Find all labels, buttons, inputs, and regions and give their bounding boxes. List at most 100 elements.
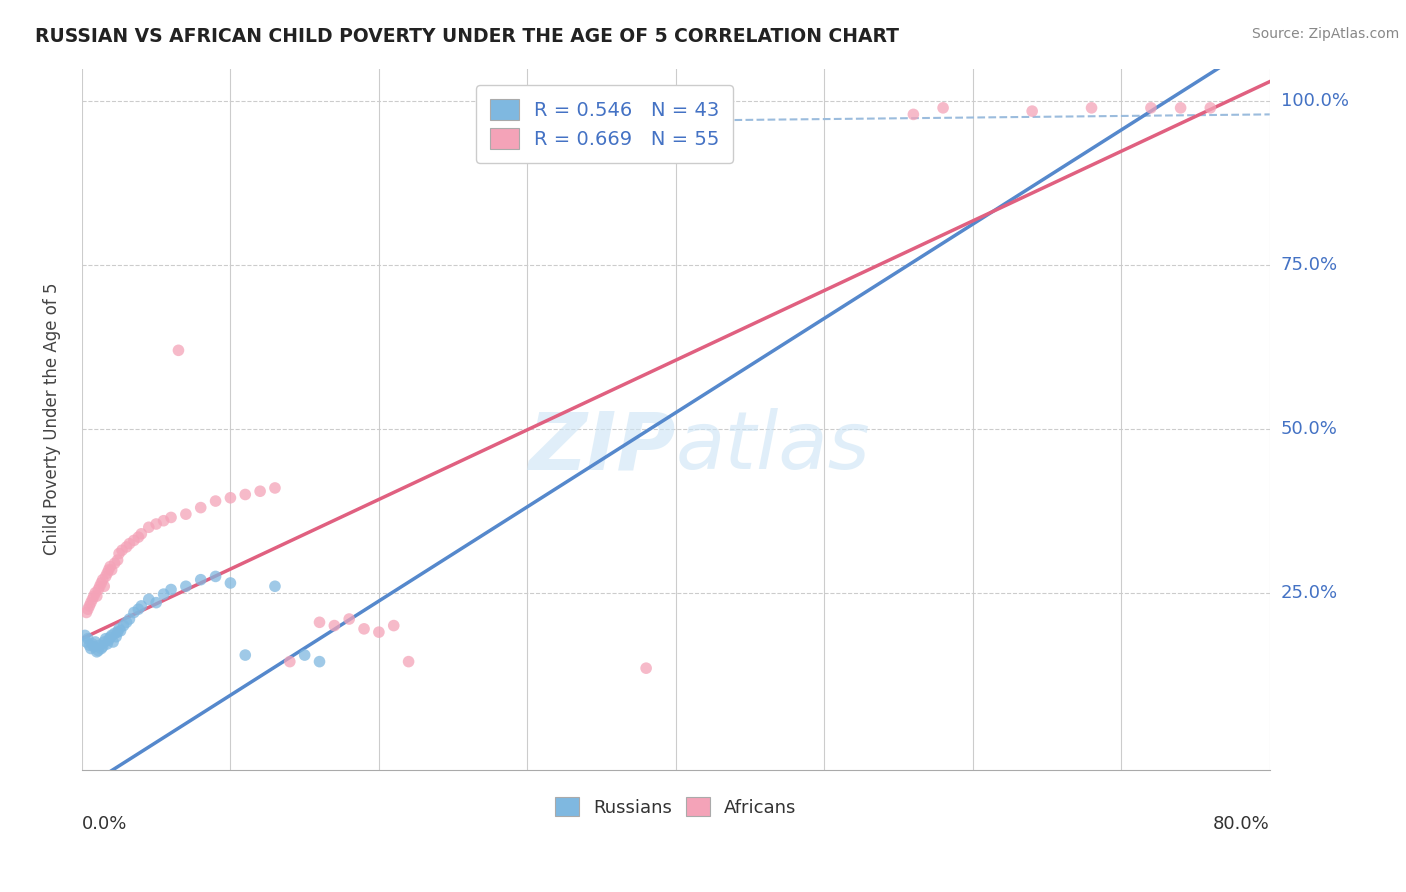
Point (93, 635, 115, 649)
Text: Source: ZipAtlas.com: Source: ZipAtlas.com (1251, 27, 1399, 41)
Point (112, 618, 135, 632)
Point (101, 635, 124, 649)
Point (90, 576, 112, 591)
Point (108, 622, 131, 636)
Point (87, 582, 110, 597)
Point (138, 592, 160, 607)
Point (308, 615, 330, 630)
Point (89, 638, 111, 652)
Point (204, 494, 226, 508)
Point (75, 635, 97, 649)
Point (152, 587, 174, 601)
Point (1199, 101, 1222, 115)
Text: ZIP: ZIP (529, 409, 676, 486)
Point (127, 530, 149, 544)
Point (294, 648, 316, 662)
Point (107, 553, 129, 567)
Point (105, 630, 128, 644)
Point (219, 491, 242, 505)
Point (233, 487, 256, 501)
Point (108, 547, 131, 561)
Point (115, 615, 138, 630)
Point (80, 596, 103, 610)
Point (82, 637, 104, 651)
Point (94, 632, 117, 646)
Point (96, 637, 118, 651)
Point (104, 626, 127, 640)
Point (86, 645, 108, 659)
Point (98, 631, 121, 645)
Point (86, 589, 108, 603)
Point (118, 536, 141, 550)
Point (1170, 101, 1192, 115)
Text: 100.0%: 100.0% (1281, 92, 1348, 111)
Point (233, 648, 256, 662)
Text: 75.0%: 75.0% (1281, 256, 1339, 274)
Point (1080, 101, 1102, 115)
Point (308, 655, 330, 669)
Point (89, 579, 111, 593)
Point (87, 643, 110, 657)
Point (107, 625, 129, 640)
Text: 80.0%: 80.0% (1213, 815, 1270, 833)
Point (83, 640, 105, 654)
Point (83, 589, 105, 603)
Y-axis label: Child Poverty Under the Age of 5: Child Poverty Under the Age of 5 (44, 283, 60, 556)
Point (100, 628, 122, 642)
Point (1140, 101, 1163, 115)
Point (152, 514, 174, 528)
Point (1021, 104, 1043, 119)
Point (115, 540, 138, 554)
Point (264, 481, 287, 495)
Point (75, 606, 97, 620)
Point (94, 569, 117, 583)
Point (145, 596, 167, 610)
Text: RUSSIAN VS AFRICAN CHILD POVERTY UNDER THE AGE OF 5 CORRELATION CHART: RUSSIAN VS AFRICAN CHILD POVERTY UNDER T… (35, 27, 900, 45)
Legend: Russians, Africans: Russians, Africans (548, 789, 804, 824)
Text: 0.0%: 0.0% (82, 815, 128, 833)
Point (73, 628, 96, 642)
Point (104, 557, 127, 571)
Point (80, 641, 103, 656)
Point (636, 661, 658, 675)
Point (367, 625, 389, 640)
Point (174, 507, 197, 521)
Point (264, 579, 287, 593)
Point (84, 635, 107, 649)
Point (97, 563, 120, 577)
Point (77, 602, 100, 616)
Point (84, 586, 107, 600)
Point (77, 632, 100, 646)
Point (91, 573, 114, 587)
Point (160, 582, 183, 597)
Point (79, 638, 101, 652)
Point (278, 655, 301, 669)
Point (323, 618, 346, 632)
Text: atlas: atlas (676, 409, 870, 486)
Point (932, 101, 955, 115)
Point (127, 602, 149, 616)
Point (97, 632, 120, 647)
Point (167, 343, 190, 358)
Point (122, 606, 145, 620)
Point (118, 612, 141, 626)
Point (219, 576, 242, 591)
Point (138, 520, 160, 534)
Point (93, 579, 115, 593)
Point (174, 579, 197, 593)
Point (96, 566, 118, 581)
Point (190, 500, 212, 515)
Point (382, 618, 405, 632)
Point (337, 612, 360, 626)
Point (79, 599, 101, 613)
Point (131, 526, 153, 541)
Point (98, 559, 121, 574)
Point (131, 599, 153, 613)
Point (82, 592, 104, 607)
Point (91, 640, 114, 654)
Point (398, 655, 420, 669)
Point (204, 569, 226, 583)
Point (903, 107, 925, 121)
Point (249, 484, 271, 499)
Point (190, 573, 212, 587)
